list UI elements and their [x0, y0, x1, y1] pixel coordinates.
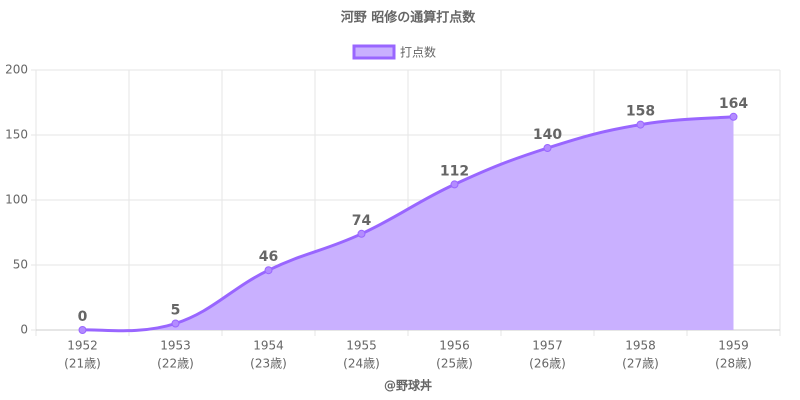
- x-tick-sublabel: (27歳): [622, 357, 659, 371]
- x-tick-sublabel: (28歳): [715, 357, 752, 371]
- area: [82, 116, 734, 331]
- y-tick-label: 50: [13, 258, 28, 272]
- point: [78, 326, 87, 334]
- x-tick-label: 1952: [67, 339, 98, 353]
- data-label: 46: [259, 249, 278, 265]
- point: [264, 266, 273, 275]
- x-axis-label: @野球丼: [384, 378, 432, 393]
- x-tick-label: 1955: [346, 339, 377, 353]
- point: [171, 319, 180, 328]
- x-tick-sublabel: (26歳): [529, 357, 566, 371]
- x-tick-label: 1957: [532, 339, 563, 353]
- x-tick-sublabel: (23歳): [250, 357, 287, 371]
- y-tick-label: 0: [20, 323, 28, 337]
- legend-label: 打点数: [400, 45, 436, 60]
- x-tick-label: 1958: [625, 339, 656, 353]
- x-tick-label: 1954: [253, 339, 284, 353]
- point: [729, 112, 738, 121]
- y-tick-label: 100: [5, 193, 28, 207]
- x-tick-sublabel: (22歳): [157, 357, 194, 371]
- data-label: 74: [352, 213, 372, 229]
- data-label: 112: [440, 163, 469, 179]
- x-tick-label: 1956: [439, 339, 470, 353]
- point: [636, 120, 645, 129]
- legend-swatch: [352, 44, 396, 60]
- data-label: 164: [719, 96, 748, 112]
- data-label: 0: [78, 309, 88, 325]
- y-tick-label: 200: [5, 63, 28, 77]
- data-label: 5: [171, 303, 181, 319]
- point: [450, 180, 459, 189]
- chart-title: 河野 昭修の通算打点数: [341, 10, 477, 26]
- line: [82, 115, 734, 333]
- x-tick-sublabel: (21歳): [64, 357, 101, 371]
- x-tick-label: 1959: [718, 339, 749, 353]
- x-tick-sublabel: (25歳): [436, 357, 473, 371]
- point: [543, 144, 552, 152]
- y-tick-label: 150: [5, 128, 28, 142]
- data-label: 158: [626, 104, 655, 120]
- x-tick-sublabel: (24歳): [343, 357, 380, 371]
- x-tick-label: 1953: [160, 339, 191, 353]
- point: [357, 229, 366, 238]
- data-label: 140: [533, 127, 562, 143]
